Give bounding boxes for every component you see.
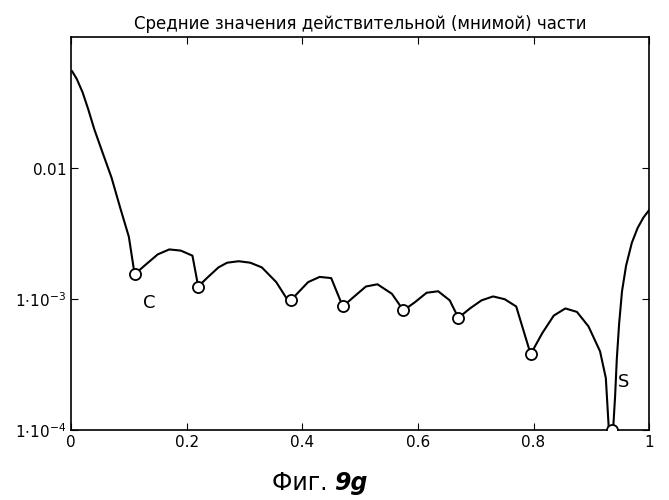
Text: S: S xyxy=(617,372,629,390)
Text: C: C xyxy=(143,294,156,312)
Text: 9g: 9g xyxy=(334,471,368,495)
Text: Фиг.: Фиг. xyxy=(272,471,334,495)
Title: Средние значения действительной (мнимой) части: Средние значения действительной (мнимой)… xyxy=(134,15,586,33)
